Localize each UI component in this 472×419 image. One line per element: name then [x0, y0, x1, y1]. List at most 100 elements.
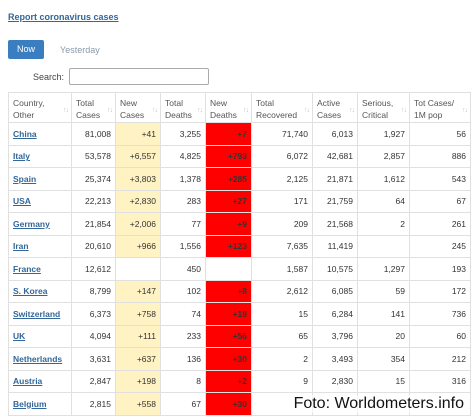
watermark: Foto: Worldometers.info: [291, 395, 466, 413]
cell-new-deaths: [205, 257, 252, 281]
cell-active-cases: 21,759: [312, 189, 358, 213]
country-link[interactable]: China: [13, 128, 37, 139]
cell-total-recovered: 209: [251, 212, 313, 236]
table-header-row: Country, Other ↑↓ Total Cases ↑↓ New Cases ↑↓ Tot…: [8, 92, 471, 123]
cell-total-recovered: 9: [251, 369, 313, 393]
cell-country: Netherlands: [8, 347, 72, 371]
country-link[interactable]: UK: [13, 331, 26, 342]
sort-arrows-icon[interactable]: ↑↓: [63, 107, 69, 114]
cell-total-cases: 6,373: [71, 302, 116, 326]
cell-new-deaths: +18: [205, 302, 252, 326]
cell-country: UK: [8, 324, 72, 348]
cell-active-cases: 2,830: [312, 369, 358, 393]
table-row: Spain 25,374 +3,803 1,378 +285 2,125 21,871 1,6…: [8, 167, 471, 191]
table-row: S. Korea 8,799 +147 102 +8 2,612 6,085 59 172: [8, 279, 471, 303]
country-link[interactable]: S. Korea: [13, 286, 48, 297]
cell-serious-critical: 141: [357, 302, 410, 326]
header-label: Active: [317, 98, 341, 108]
cell-total-recovered: 71,740: [251, 122, 313, 146]
country-link[interactable]: France: [13, 263, 41, 274]
sort-arrows-icon[interactable]: ↑↓: [197, 107, 203, 114]
header-label: Critical: [362, 110, 388, 120]
header-serious-critical[interactable]: Serious, Critical ↑↓: [357, 92, 410, 123]
cell-new-cases: +2,006: [115, 212, 161, 236]
table-row: Austria 2,847 +198 8 +2 9 2,830 15 316: [8, 369, 471, 393]
header-total-recovered[interactable]: Total Recovered ↑↓: [251, 92, 313, 123]
tab-now[interactable]: Now: [8, 40, 45, 59]
country-link[interactable]: Switzerland: [13, 308, 61, 319]
cell-total-recovered: 171: [251, 189, 313, 213]
sort-arrows-icon[interactable]: ↑↓: [462, 107, 468, 114]
country-link[interactable]: Germany: [13, 218, 50, 229]
header-total-cases[interactable]: Total Cases ↑↓: [71, 92, 116, 123]
sort-arrows-icon[interactable]: ↑↓: [304, 107, 310, 114]
cell-cases-per-million: 736: [409, 302, 471, 326]
cell-total-deaths: 74: [160, 302, 206, 326]
header-total-deaths[interactable]: Total Deaths ↑↓: [160, 92, 206, 123]
table-row: France 12,612 450 1,587 10,575 1,297 193: [8, 257, 471, 281]
search-label: Search:: [33, 71, 65, 82]
country-link[interactable]: Spain: [13, 173, 37, 184]
country-link[interactable]: Iran: [13, 241, 29, 252]
sort-arrows-icon[interactable]: ↑↓: [349, 107, 355, 114]
sort-arrows-icon[interactable]: ↑↓: [107, 107, 113, 114]
cell-total-cases: 53,578: [71, 144, 116, 168]
cell-new-deaths: +56: [205, 324, 252, 348]
cell-active-cases: 6,085: [312, 279, 358, 303]
cell-total-recovered: 65: [251, 324, 313, 348]
header-active-cases[interactable]: Active Cases ↑↓: [312, 92, 358, 123]
cell-total-cases: 22,213: [71, 189, 116, 213]
table-body: China 81,008 +41 3,255 +7 71,740 6,013 1,927 56 I…: [8, 122, 471, 416]
cell-serious-critical: 2,857: [357, 144, 410, 168]
header-country[interactable]: Country, Other ↑↓: [8, 92, 72, 123]
cell-country: Austria: [8, 369, 72, 393]
report-cases-link[interactable]: Report coronavirus cases: [8, 12, 119, 22]
sort-arrows-icon[interactable]: ↑↓: [401, 107, 407, 114]
cell-cases-per-million: 886: [409, 144, 471, 168]
cell-total-deaths: 1,378: [160, 167, 206, 191]
cell-cases-per-million: 56: [409, 122, 471, 146]
sort-arrows-icon[interactable]: ↑↓: [152, 107, 158, 114]
country-link[interactable]: Netherlands: [13, 353, 63, 364]
cell-new-cases: +111: [115, 324, 161, 348]
country-link[interactable]: Austria: [13, 376, 43, 387]
header-label: Recovered: [256, 110, 298, 120]
country-link[interactable]: Belgium: [13, 398, 47, 409]
cell-cases-per-million: 67: [409, 189, 471, 213]
cell-total-cases: 3,631: [71, 347, 116, 371]
header-new-deaths[interactable]: New Deaths ↑↓: [205, 92, 252, 123]
country-link[interactable]: USA: [13, 196, 31, 207]
cell-active-cases: 3,493: [312, 347, 358, 371]
header-label: Total: [165, 98, 183, 108]
cell-total-cases: 20,610: [71, 234, 116, 258]
search-input[interactable]: [69, 68, 210, 85]
cell-total-recovered: 2,612: [251, 279, 313, 303]
header-label: 1M pop: [414, 110, 443, 120]
cell-new-cases: +558: [115, 392, 161, 416]
table-row: Germany 21,854 +2,006 77 +9 209 21,568 2 261: [8, 212, 471, 236]
cell-active-cases: 21,871: [312, 167, 358, 191]
sort-arrows-icon[interactable]: ↑↓: [243, 107, 249, 114]
cell-country: Germany: [8, 212, 72, 236]
cell-active-cases: 6,284: [312, 302, 358, 326]
table-row: Italy 53,578 +6,557 4,825 +793 6,072 42,681 2,8…: [8, 144, 471, 168]
header-cases-per-million[interactable]: Tot Cases/1M pop ↑↓: [409, 92, 471, 123]
header-label: Total: [76, 98, 94, 108]
header-label: Cases: [76, 110, 101, 120]
cell-total-deaths: 3,255: [160, 122, 206, 146]
tab-yesterday[interactable]: Yesterday: [60, 44, 100, 55]
cell-cases-per-million: 60: [409, 324, 471, 348]
cell-total-cases: 25,374: [71, 167, 116, 191]
table-row: China 81,008 +41 3,255 +7 71,740 6,013 1,927 56: [8, 122, 471, 146]
cell-new-deaths: +27: [205, 189, 252, 213]
cell-total-cases: 2,847: [71, 369, 116, 393]
cell-total-deaths: 4,825: [160, 144, 206, 168]
cell-country: France: [8, 257, 72, 281]
header-label: Tot Cases/: [414, 98, 455, 108]
cell-active-cases: 10,575: [312, 257, 358, 281]
cell-country: S. Korea: [8, 279, 72, 303]
country-link[interactable]: Italy: [13, 151, 31, 162]
header-new-cases[interactable]: New Cases ↑↓: [115, 92, 161, 123]
cell-total-deaths: 136: [160, 347, 206, 371]
cell-country: Italy: [8, 144, 72, 168]
